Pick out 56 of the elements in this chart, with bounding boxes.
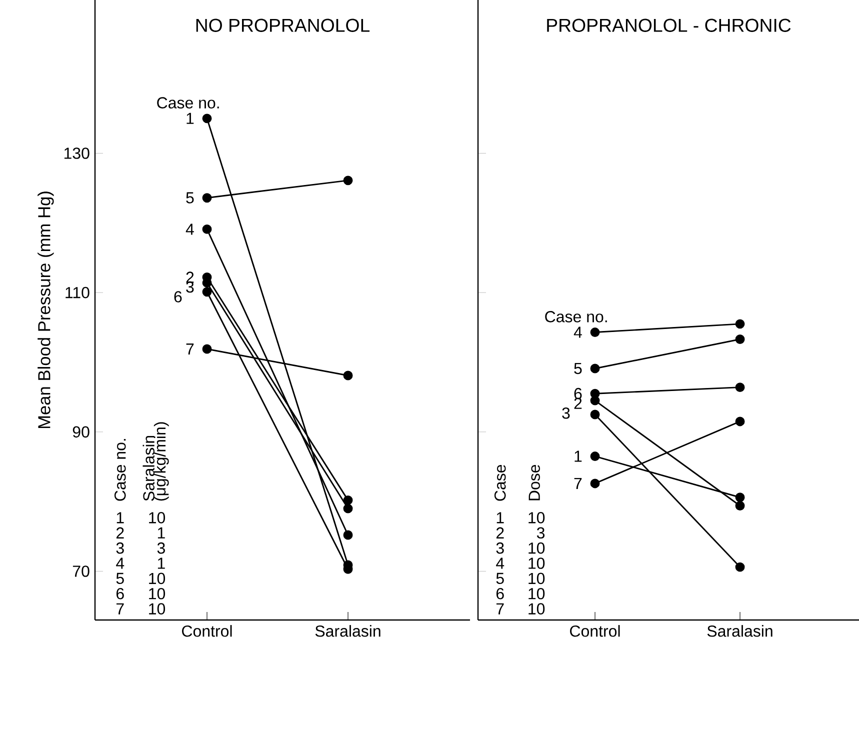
annotation: 4 <box>496 558 504 569</box>
annotation: 10 <box>149 512 166 524</box>
annotation: 10 <box>528 572 545 584</box>
annotation: 10 <box>528 512 545 524</box>
annotation: 6 <box>116 588 124 600</box>
series-label: 1 <box>186 112 194 124</box>
annotation: 1 <box>158 558 165 569</box>
annotation: 1 <box>496 512 504 524</box>
annotation: 10 <box>528 603 545 614</box>
annotation: 10 <box>528 542 545 554</box>
annotation: 3 <box>496 542 504 554</box>
annotation: 10 <box>149 572 166 584</box>
annotation: Dose <box>528 464 540 500</box>
text: NO PROPRANOLOL <box>196 18 370 32</box>
annotation: 5 <box>496 572 504 584</box>
series-label: 4 <box>574 326 582 338</box>
x-tick-label: Saralasin <box>315 625 380 637</box>
annotation: 3 <box>157 542 165 554</box>
annotation: 1 <box>158 527 165 538</box>
annotation: Case <box>494 464 506 501</box>
y-axis-title: Mean Blood Pressure (mm Hg) <box>38 192 54 428</box>
y-tick-label: 130 <box>64 148 90 159</box>
series-label: 1 <box>574 450 582 462</box>
annotation: 5 <box>116 572 124 584</box>
annotation: 6 <box>496 588 504 600</box>
series-label: 5 <box>186 192 194 204</box>
series-label: 4 <box>186 224 194 235</box>
text: PROPRANOLOL - CHRONIC <box>547 18 791 32</box>
annotation: 3 <box>116 542 124 554</box>
series-label: 6 <box>174 291 182 302</box>
annotation: Saralasin <box>142 436 154 501</box>
x-tick-label: Control <box>570 625 620 637</box>
series-label: 7 <box>574 478 582 489</box>
annotation: Case no. <box>114 439 126 501</box>
annotation: Case no. <box>157 97 219 108</box>
annotation: 7 <box>496 603 504 614</box>
annotation: 10 <box>528 558 545 569</box>
annotation: (μg/kg/min) <box>154 422 169 501</box>
annotation: 10 <box>149 588 166 600</box>
annotation: 2 <box>116 527 124 538</box>
x-tick-label: Control <box>182 625 232 637</box>
annotation: 7 <box>116 603 124 614</box>
series-label: 3 <box>562 407 570 419</box>
series-label: 5 <box>574 362 582 374</box>
y-tick-label: 110 <box>66 286 90 298</box>
x-tick-label: Saralasin <box>707 625 772 637</box>
annotation: Case no. <box>545 311 607 322</box>
annotation: 4 <box>116 558 124 569</box>
annotation: 10 <box>149 603 166 614</box>
annotation: 2 <box>496 527 504 538</box>
annotation: 3 <box>536 527 545 539</box>
annotation: 10 <box>528 588 545 600</box>
annotation: 1 <box>116 512 124 524</box>
y-tick-label: 70 <box>72 566 90 577</box>
y-tick-label: 90 <box>72 426 90 438</box>
series-label: 7 <box>186 344 194 355</box>
